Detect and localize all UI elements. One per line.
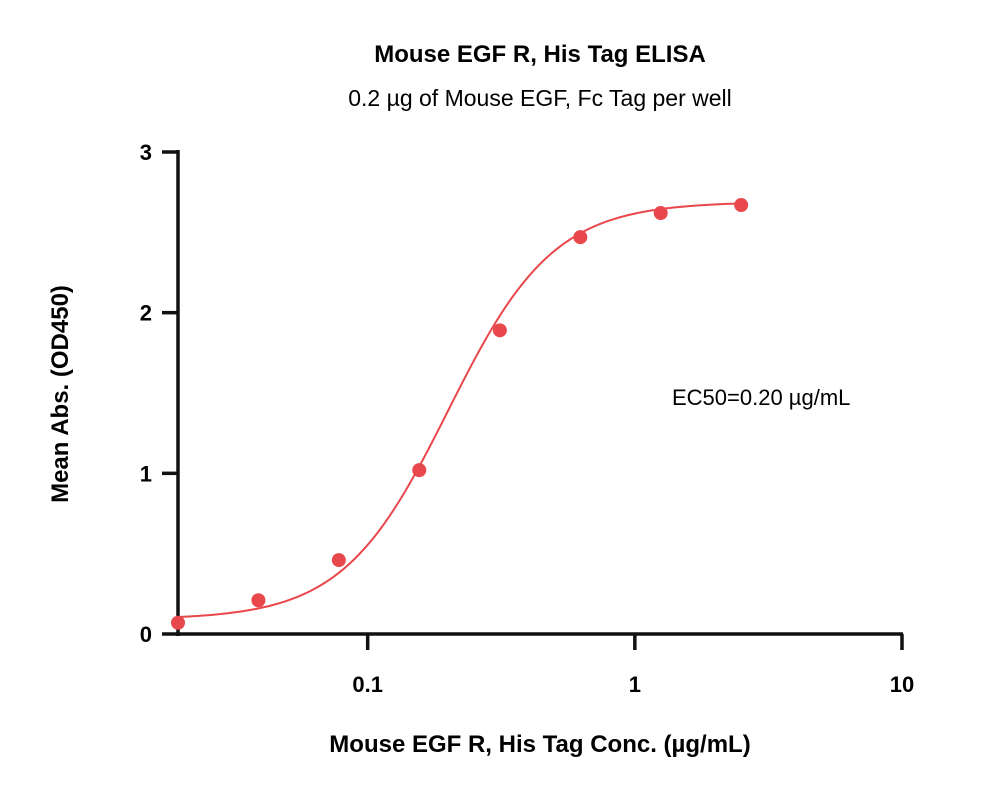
chart-subtitle: 0.2 µg of Mouse EGF, Fc Tag per well [348,85,732,111]
data-point [573,230,588,245]
data-point [171,615,185,630]
x-tick-label: 0.1 [352,672,383,697]
x-axis-label: Mouse EGF R, His Tag Conc. (µg/mL) [329,731,750,758]
axes [176,150,903,636]
x-ticks: 0.1 1 10 [352,634,914,697]
y-tick-label: 2 [140,301,152,326]
data-point [653,206,668,221]
y-tick-label: 0 [140,622,152,647]
fit-curve [177,202,742,619]
y-axis-label: Mean Abs. (OD450) [47,285,74,503]
data-point [492,323,507,338]
ec50-annotation: EC50=0.20 µg/mL [672,385,850,410]
data-point [251,593,266,608]
y-tick-label: 1 [140,461,152,486]
data-points [171,198,749,630]
data-point [331,553,346,568]
x-tick-label: 10 [890,672,914,697]
chart-title: Mouse EGF R, His Tag ELISA [374,41,706,68]
y-ticks: 0 1 2 3 [140,140,178,647]
y-tick-label: 3 [140,140,152,165]
data-point [734,198,749,213]
x-tick-label: 1 [629,672,641,697]
data-point [412,463,427,478]
